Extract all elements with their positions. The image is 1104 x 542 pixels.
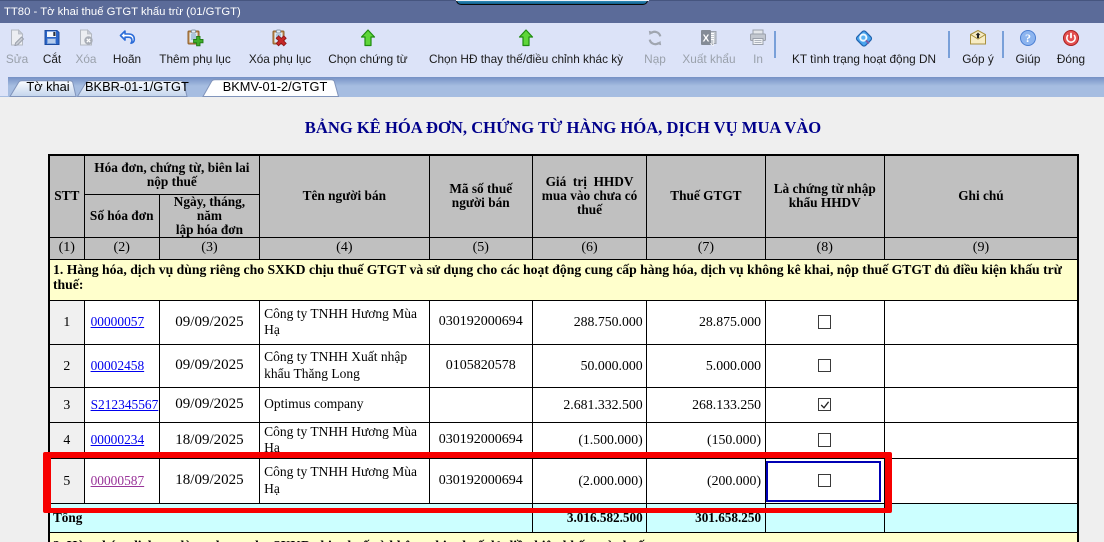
svg-text:?: ?: [1025, 31, 1031, 45]
svg-text:X: X: [703, 34, 710, 45]
